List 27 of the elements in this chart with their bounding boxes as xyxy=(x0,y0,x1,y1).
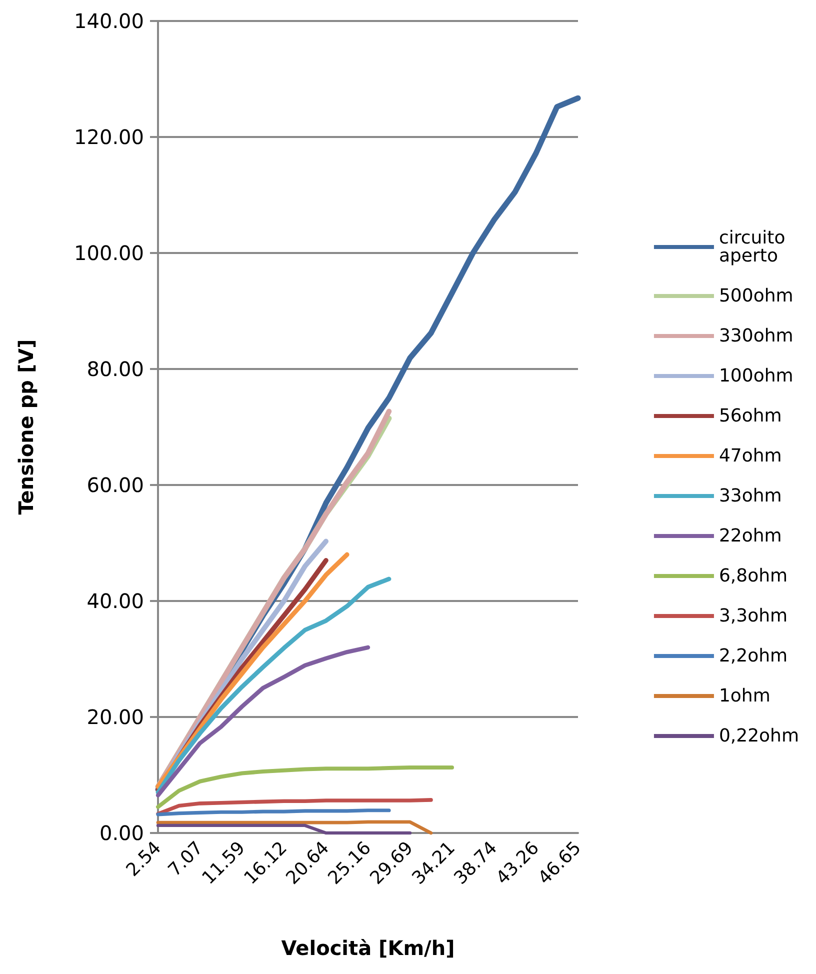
line-series xyxy=(156,645,370,798)
y-tick-label: 80.00 xyxy=(86,357,144,381)
y-tick-label: 20.00 xyxy=(86,705,144,729)
line-series xyxy=(156,576,392,795)
legend-label: 500ohm xyxy=(718,286,794,306)
legend-label: 1ohm xyxy=(718,686,770,706)
y-axis-title: Tensione pp [V] xyxy=(14,339,38,515)
y-tick-label: 120.00 xyxy=(74,125,144,149)
y-tick-label: 40.00 xyxy=(86,589,144,613)
legend-label: 100ohm xyxy=(718,366,794,386)
x-axis-title: Velocità [Km/h] xyxy=(281,936,455,960)
y-tick-label: 140.00 xyxy=(74,9,144,33)
legend-label: circuito aperto xyxy=(718,228,791,266)
legend-label: 2,2ohm xyxy=(718,646,788,666)
legend-label: 330ohm xyxy=(718,326,794,346)
legend-label: 56ohm xyxy=(718,406,782,426)
legend-label: 0,22ohm xyxy=(718,726,800,746)
legend-label: 6,8ohm xyxy=(718,566,788,586)
y-tick-label: 0.00 xyxy=(99,821,144,845)
legend-label: 33ohm xyxy=(718,486,782,506)
line-series xyxy=(156,765,454,809)
y-tick-label: 60.00 xyxy=(86,473,144,497)
line-series xyxy=(156,798,433,816)
legend-label: 22ohm xyxy=(718,526,782,546)
y-tick-label: 100.00 xyxy=(74,241,144,265)
legend-label: 3,3ohm xyxy=(718,606,788,626)
legend-label: 47ohm xyxy=(718,446,782,466)
